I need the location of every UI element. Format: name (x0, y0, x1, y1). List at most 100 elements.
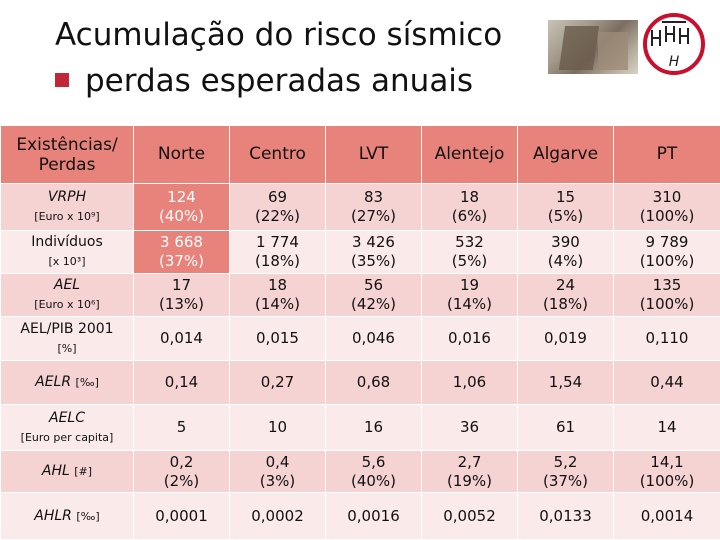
table-cell: 390 (4%) (517, 230, 614, 274)
cell-percent: (42%) (350, 295, 397, 313)
cell-value: 0,014 (160, 329, 203, 347)
cell-value: 15 (555, 188, 576, 206)
cell-percent: (27%) (350, 207, 397, 225)
cell-value: 0,046 (352, 329, 395, 347)
logo-seal-icon: H (643, 13, 705, 75)
table-cell: 19 (14%) (421, 273, 518, 317)
cell-value: 0,019 (544, 329, 587, 347)
cell-value: 14 (657, 418, 677, 436)
table-cell: 17 (13%) (133, 273, 230, 317)
table-cell: 5,2 (37%) (517, 450, 614, 493)
table-cell: 0,44 (613, 360, 720, 405)
table-cell: 36 (421, 404, 518, 451)
cell-percent: (35%) (350, 252, 397, 270)
slide-title: Acumulação do risco sísmico (55, 17, 503, 53)
cell-value: 390 (551, 233, 580, 251)
table-row: Indivíduos [x 10³] 3 668 (37%) 1 774 (18%) 3 4… (0, 230, 720, 274)
table-cell: 0,110 (613, 316, 720, 361)
cell-value: 83 (363, 188, 384, 206)
row-label-text: Indivíduos (31, 234, 103, 250)
row-label: AHL [#] (0, 450, 134, 493)
table-row: AELC [Euro per capita] 5 10 16 36 61 14 (0, 404, 720, 451)
cell-percent: (18%) (254, 252, 301, 270)
cell-value: 532 (455, 233, 484, 251)
cell-value: 0,44 (650, 373, 684, 391)
table-cell: 83 (27%) (325, 183, 422, 231)
cell-value: 9 789 (645, 233, 689, 251)
table-cell: 0,046 (325, 316, 422, 361)
column-header: LVT (325, 125, 422, 184)
cell-percent: (13%) (158, 295, 205, 313)
row-unit: [‰] (76, 509, 100, 523)
table-cell: 2,7 (19%) (421, 450, 518, 493)
table-cell: 0,0133 (517, 492, 614, 540)
table-cell: 3 426 (35%) (325, 230, 422, 274)
header-label: Existências/ Perdas (0, 125, 134, 184)
row-label: Indivíduos [x 10³] (0, 230, 134, 274)
cell-value: 0,0001 (155, 506, 208, 525)
table-cell: 0,016 (421, 316, 518, 361)
row-label: AEL [Euro x 10⁶] (0, 273, 134, 317)
cell-value: 3 668 (160, 233, 203, 251)
row-unit: [%] (57, 341, 77, 355)
row-label: VRPH [Euro x 10⁹] (0, 183, 134, 231)
table-cell: 14,1 (100%) (613, 450, 720, 493)
table-cell: 56 (42%) (325, 273, 422, 317)
cell-percent: (40%) (350, 471, 397, 490)
cell-value: 0,0014 (640, 506, 694, 525)
row-unit: [‰] (75, 376, 99, 389)
cell-value: 0,27 (260, 373, 295, 391)
cell-value: 17 (171, 276, 192, 294)
cell-value: 5 (176, 418, 187, 436)
table-row: AHLR [‰] 0,0001 0,0002 0,0016 0,0052 0,0133 0,… (0, 492, 720, 540)
table-cell: 0,019 (517, 316, 614, 361)
table-cell: 1,06 (421, 360, 518, 405)
cell-value: 36 (459, 418, 480, 436)
cell-percent: (4%) (547, 252, 584, 270)
cell-value: 0,0133 (539, 506, 592, 525)
cell-value: 124 (167, 188, 196, 206)
table-cell: 0,0002 (229, 492, 326, 540)
table-cell: 3 668 (37%) (133, 230, 230, 274)
table-cell: 5 (133, 404, 230, 451)
column-header: Alentejo (421, 125, 518, 184)
cell-value: 0,015 (256, 329, 299, 347)
cell-percent: (37%) (542, 471, 589, 490)
cell-percent: (3%) (259, 471, 296, 490)
table-cell: 69 (22%) (229, 183, 326, 231)
column-header: Centro (229, 125, 326, 184)
table-cell: 61 (517, 404, 614, 451)
table-cell: 0,014 (133, 316, 230, 361)
cell-percent: (100%) (639, 252, 695, 270)
table-cell: 16 (325, 404, 422, 451)
cell-value: 3 426 (352, 233, 395, 251)
square-bullet-icon (55, 73, 69, 87)
row-label-text: AELC (49, 409, 85, 426)
cell-percent: (6%) (451, 207, 488, 225)
row-unit: [Euro per capita] (20, 430, 114, 444)
column-header: PT (613, 125, 720, 184)
cell-percent: (100%) (639, 207, 695, 225)
table-row: AEL/PIB 2001 [%] 0,014 0,015 0,046 0,016 0,019… (0, 316, 720, 361)
row-label-text: AHLR (34, 507, 72, 524)
cell-value: 69 (267, 188, 288, 206)
row-label-text: AEL (53, 277, 81, 293)
cell-value: 1,06 (452, 373, 487, 391)
row-unit: [#] (74, 465, 93, 478)
slide-subtitle: perdas esperadas anuais (55, 62, 473, 100)
row-label: AHLR [‰] (0, 492, 134, 540)
table-cell: 18 (14%) (229, 273, 326, 317)
cell-value: 0,14 (164, 373, 199, 391)
cell-percent: (2%) (163, 471, 200, 490)
cell-value: 14,1 (650, 452, 684, 471)
table-cell: 0,015 (229, 316, 326, 361)
table-cell: 10 (229, 404, 326, 451)
cell-value: 56 (363, 276, 384, 294)
row-label-text: AHL (41, 463, 70, 479)
table-cell: 0,14 (133, 360, 230, 405)
subtitle-text: perdas esperadas anuais (85, 63, 474, 99)
table-cell: 0,0001 (133, 492, 230, 540)
table-cell: 9 789 (100%) (613, 230, 720, 274)
cell-percent: (40%) (158, 207, 205, 225)
cell-value: 16 (363, 418, 384, 436)
